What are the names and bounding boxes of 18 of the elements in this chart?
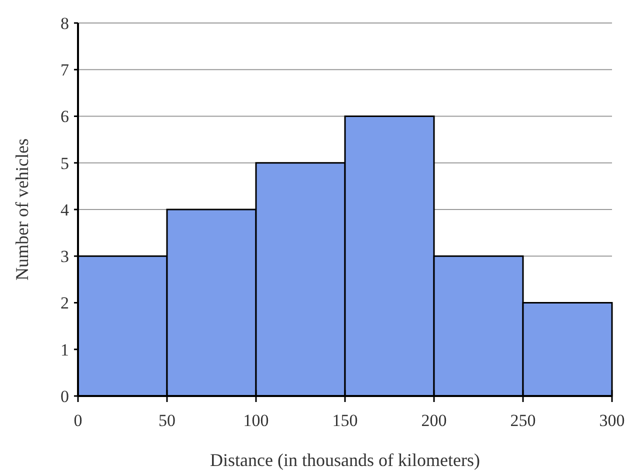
y-tick-label: 5 [60, 154, 69, 173]
y-axis-title: Number of vehicles [12, 138, 32, 280]
y-tick-label: 4 [60, 200, 70, 220]
x-tick-label: 150 [332, 411, 358, 430]
x-tick-label: 0 [74, 411, 82, 430]
y-tick-label: 7 [60, 60, 70, 80]
x-tick-label: 250 [510, 411, 536, 430]
y-tick-label: 0 [60, 386, 69, 406]
x-tick-label: 300 [599, 411, 625, 430]
x-tick-label: 50 [158, 411, 176, 430]
y-tick-label: 6 [60, 107, 69, 126]
x-tick-label: 100 [243, 411, 269, 430]
y-tick-label: 8 [60, 14, 69, 33]
x-tick-label: 200 [421, 411, 447, 430]
y-tick-label: 1 [60, 340, 69, 360]
x-axis-title: Distance (in thousands of kilometers) [210, 450, 480, 470]
y-tick-label: 2 [60, 294, 69, 313]
y-tick-label: 3 [60, 247, 69, 266]
